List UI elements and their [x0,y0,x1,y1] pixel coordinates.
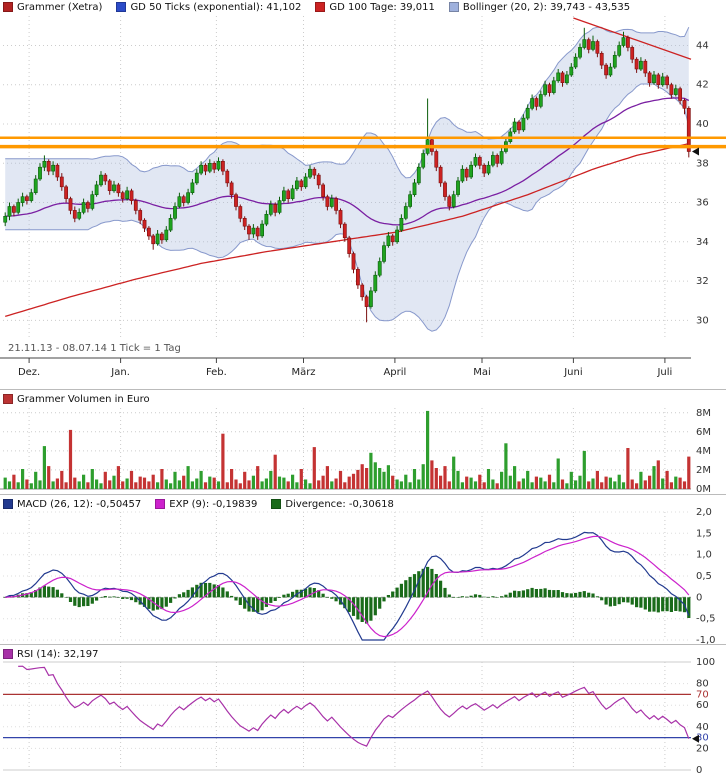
svg-text:20: 20 [696,743,709,754]
gd100-swatch [315,2,326,12]
svg-text:38: 38 [696,158,709,169]
svg-text:2,0: 2,0 [696,507,712,518]
legend-item-gd50: GD 50 Ticks (exponential): 41,102 [116,2,301,13]
svg-text:44: 44 [696,41,709,52]
divergence-label: Divergence: -0,30618 [285,498,394,510]
svg-text:2M: 2M [696,465,711,476]
svg-text:-0,5: -0,5 [696,614,716,625]
panel-separator [0,494,726,495]
svg-text:0,5: 0,5 [696,571,712,582]
legend-item-divergence: Divergence: -0,30618 [271,498,394,510]
legend-item-grammer: Grammer (Xetra) [3,2,102,13]
svg-text:1,5: 1,5 [696,528,712,539]
svg-text:8M: 8M [696,408,711,419]
gd100-label: GD 100 Tage: 39,011 [329,1,435,13]
gd50-label: GD 50 Ticks (exponential): 41,102 [130,1,302,13]
svg-text:100: 100 [696,657,715,668]
date-range-label: 21.11.13 - 08.07.14 1 Tick = 1 Tag [8,343,181,354]
legend-item-macd: MACD (26, 12): -0,50457 [3,499,141,510]
legend-item-rsi: RSI (14): 32,197 [3,649,99,660]
macd-swatch [3,499,13,509]
rsi-label: RSI (14): 32,197 [17,648,99,660]
svg-text:Feb.: Feb. [206,367,227,378]
main-legend: Grammer (Xetra) GD 50 Ticks (exponential… [3,1,630,13]
legend-item-bollinger: Bollinger (20, 2): 39,743 - 43,535 [448,1,631,13]
svg-text:-1,0: -1,0 [696,635,716,646]
bollinger-label: Bollinger (20, 2): 39,743 - 43,535 [462,1,631,13]
divergence-swatch [271,499,282,509]
exp-swatch [155,499,166,509]
svg-text:30: 30 [696,733,709,744]
svg-text:36: 36 [696,198,709,209]
svg-text:März: März [291,367,315,378]
svg-text:40: 40 [696,722,709,733]
volume-swatch [3,394,13,404]
svg-text:42: 42 [696,80,709,91]
panel-separator [0,389,726,390]
svg-text:April: April [383,367,406,378]
legend-item-volume: Grammer Volumen in Euro [3,394,150,405]
svg-text:70: 70 [696,689,709,700]
svg-text:Juli: Juli [656,367,672,378]
svg-text:40: 40 [696,119,709,130]
svg-text:Mai: Mai [473,367,491,378]
rsi-legend: RSI (14): 32,197 [3,648,99,660]
volume-label: Grammer Volumen in Euro [17,393,150,405]
rsi-swatch [3,649,13,659]
grammer-series-label: Grammer (Xetra) [17,1,103,13]
svg-text:80: 80 [696,679,709,690]
svg-text:6M: 6M [696,427,711,438]
svg-text:Juni: Juni [563,367,582,378]
svg-text:0: 0 [696,765,702,776]
svg-text:1,0: 1,0 [696,550,712,561]
svg-text:30: 30 [696,315,709,326]
svg-text:0: 0 [696,592,702,603]
svg-text:4M: 4M [696,446,711,457]
gd50-swatch [116,2,127,12]
panel-separator [0,644,726,645]
macd-legend: MACD (26, 12): -0,50457 EXP (9): -0,1983… [3,498,394,510]
svg-text:Jan.: Jan. [110,367,130,378]
svg-text:34: 34 [696,237,709,248]
legend-item-exp: EXP (9): -0,19839 [155,499,257,510]
macd-label: MACD (26, 12): -0,50457 [17,498,142,510]
legend-item-gd100: GD 100 Tage: 39,011 [315,2,435,13]
svg-text:0M: 0M [696,484,711,495]
bollinger-swatch [448,2,459,12]
svg-text:60: 60 [696,700,709,711]
exp-label: EXP (9): -0,19839 [169,498,258,510]
svg-text:32: 32 [696,276,709,287]
volume-legend: Grammer Volumen in Euro [3,393,150,405]
svg-text:Dez.: Dez. [18,367,40,378]
grammer-series-swatch [3,2,13,12]
